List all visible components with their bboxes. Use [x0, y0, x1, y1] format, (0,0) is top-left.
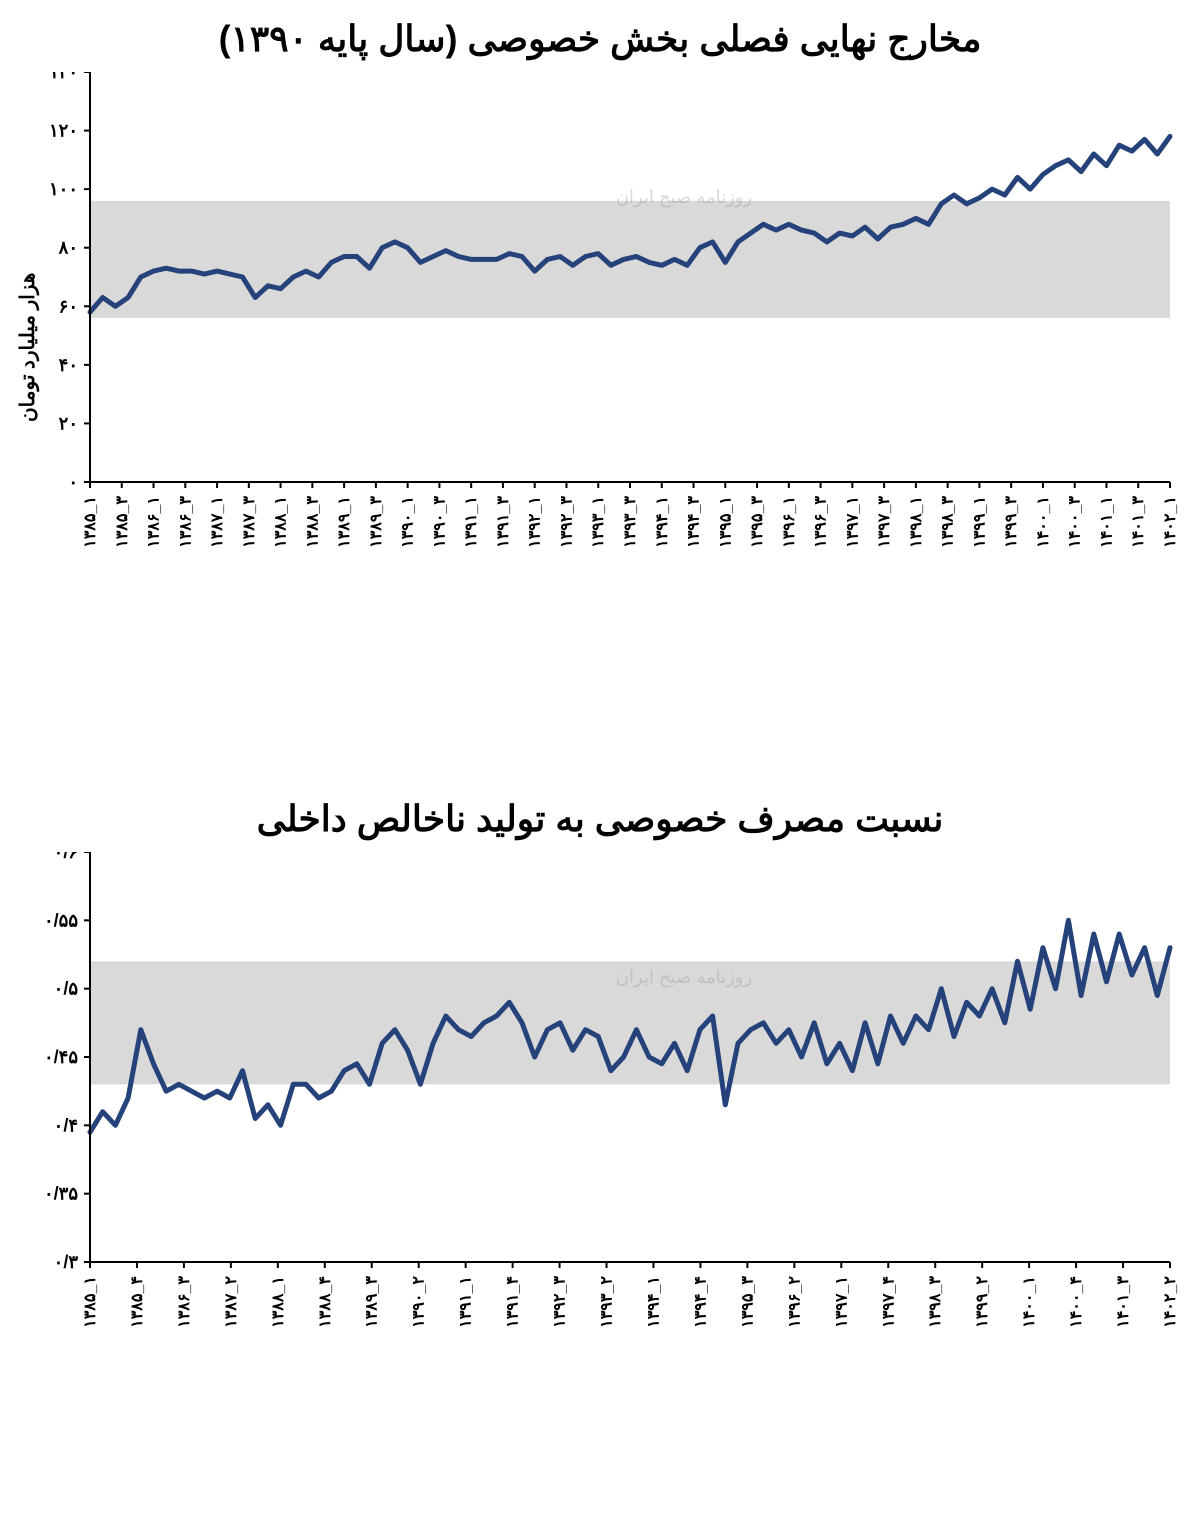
chart1-svg: روزنامه صبح ایران ۰ ۲۰ ۴۰ ۶۰ ۸۰ ۱۰۰ ۱۲۰ ۱۴۰ ۱۳۸۵_…: [0, 72, 1200, 632]
svg-text:۱۳۹۶_۳: ۱۳۹۶_۳: [813, 496, 830, 548]
chart2-plot-wrap: روزنامه صبح ایران ۰/۳ ۰/۳۵ ۰/۴ ۰/۴۵ ۰/۵ ۰/۵۵ ۰/…: [0, 852, 1200, 1412]
svg-text:۱۰۰: ۱۰۰: [49, 179, 78, 199]
svg-text:۱۳۹۸_۳: ۱۳۹۸_۳: [927, 1276, 944, 1328]
chart1-ylabel: هزار میلیارد تومان: [15, 273, 40, 422]
svg-text:۱۴۰۲_۱: ۱۴۰۲_۱: [1162, 496, 1179, 548]
svg-text:۰/۴۵: ۰/۴۵: [44, 1047, 78, 1067]
svg-text:۱۳۸۹_۳: ۱۳۸۹_۳: [364, 1276, 381, 1328]
svg-text:۱۳۸۸_۴: ۱۳۸۸_۴: [317, 1276, 334, 1328]
svg-text:۲۰: ۲۰: [59, 413, 78, 433]
svg-text:۱۳۸۷_۲: ۱۳۸۷_۲: [223, 1276, 240, 1328]
svg-text:۱۳۹۱_۱: ۱۳۹۱_۱: [463, 496, 480, 548]
svg-text:۱۳۹۸_۱: ۱۳۹۸_۱: [908, 496, 925, 548]
chart1-title: مخارج نهایی فصلی بخش خصوصی (سال پایه ۱۳۹…: [0, 18, 1200, 60]
svg-text:۱۳۸۶_۳: ۱۳۸۶_۳: [176, 1276, 193, 1328]
chart2-title: نسبت مصرف خصوصی به تولید ناخالص داخلی: [0, 798, 1200, 840]
svg-text:۱۳۹۰_۱: ۱۳۹۰_۱: [400, 496, 417, 548]
svg-text:۱۴۰۰_۴: ۱۴۰۰_۴: [1068, 1276, 1085, 1328]
svg-text:۱۴۰۰_۱: ۱۴۰۰_۱: [1021, 1276, 1038, 1328]
chart2-panel: نسبت مصرف خصوصی به تولید ناخالص داخلی رو…: [0, 790, 1200, 1412]
svg-text:۱۳۹۷_۱: ۱۳۹۷_۱: [833, 1276, 850, 1328]
svg-text:۱۴۰۰_۳: ۱۴۰۰_۳: [1067, 496, 1084, 548]
svg-text:۱۳۹۷_۴: ۱۳۹۷_۴: [880, 1276, 897, 1328]
svg-text:۱۳۹۲_۳: ۱۳۹۲_۳: [552, 1276, 569, 1328]
svg-text:۱۳۸۹_۱: ۱۳۸۹_۱: [336, 496, 353, 548]
svg-text:روزنامه صبح ایران: روزنامه صبح ایران: [616, 187, 752, 208]
svg-text:۰/۳: ۰/۳: [54, 1252, 79, 1272]
svg-text:۱۳۹۳_۳: ۱۳۹۳_۳: [622, 496, 639, 548]
svg-text:۱۳۹۱_۱: ۱۳۹۱_۱: [458, 1276, 475, 1328]
svg-text:۰/۶: ۰/۶: [54, 852, 78, 862]
svg-text:۱۳۹۹_۳: ۱۳۹۹_۳: [1003, 496, 1020, 548]
svg-text:۱۳۸۶_۳: ۱۳۸۶_۳: [177, 496, 194, 548]
svg-text:۰/۳۵: ۰/۳۵: [44, 1184, 78, 1204]
svg-text:۱۳۸۸_۱: ۱۳۸۸_۱: [273, 496, 290, 548]
svg-text:۱۳۹۰_۲: ۱۳۹۰_۲: [411, 1276, 428, 1328]
svg-text:۱۴۰۱_۳: ۱۴۰۱_۳: [1115, 1276, 1132, 1328]
svg-text:۱۳۸۷_۳: ۱۳۸۷_۳: [241, 496, 258, 548]
svg-text:۱۳۹۴_۱: ۱۳۹۴_۱: [645, 1276, 662, 1328]
svg-text:۱۳۹۷_۳: ۱۳۹۷_۳: [876, 496, 893, 548]
svg-text:۱۳۹۱_۳: ۱۳۹۱_۳: [495, 496, 512, 548]
chart1-plot-wrap: هزار میلیارد تومان روزنامه صبح ایران ۰ ۲۰ ۴…: [0, 72, 1200, 632]
svg-text:۱۳۸۸_۳: ۱۳۸۸_۳: [304, 496, 321, 548]
svg-text:۸۰: ۸۰: [58, 238, 78, 258]
svg-text:۱۲۰: ۱۲۰: [49, 121, 78, 141]
svg-text:۴۰: ۴۰: [59, 355, 78, 375]
svg-text:۱۳۹۶_۱: ۱۳۹۶_۱: [781, 496, 798, 548]
svg-text:۱۳۸۸_۱: ۱۳۸۸_۱: [270, 1276, 287, 1328]
page: مخارج نهایی فصلی بخش خصوصی (سال پایه ۱۳۹…: [0, 0, 1200, 1531]
svg-text:۱۳۹۴_۱: ۱۳۹۴_۱: [654, 496, 671, 548]
svg-text:۱۴۰: ۱۴۰: [49, 72, 78, 82]
svg-text:روزنامه صبح ایران: روزنامه صبح ایران: [616, 967, 752, 988]
chart1-panel: مخارج نهایی فصلی بخش خصوصی (سال پایه ۱۳۹…: [0, 10, 1200, 632]
svg-text:۱۳۹۳_۱: ۱۳۹۳_۱: [590, 496, 607, 548]
svg-text:۱۴۰۱_۳: ۱۴۰۱_۳: [1130, 496, 1147, 548]
svg-text:۱۳۸۵_۱: ۱۳۸۵_۱: [82, 496, 99, 548]
svg-text:۱۴۰۰_۱: ۱۴۰۰_۱: [1035, 496, 1052, 548]
svg-text:۱۳۸۹_۳: ۱۳۸۹_۳: [368, 496, 385, 548]
svg-text:۱۳۸۵_۱: ۱۳۸۵_۱: [82, 1276, 99, 1328]
svg-text:۶۰: ۶۰: [59, 296, 78, 316]
chart2-svg: روزنامه صبح ایران ۰/۳ ۰/۳۵ ۰/۴ ۰/۴۵ ۰/۵ ۰/۵۵ ۰/…: [0, 852, 1200, 1412]
svg-text:۱۳۹۶_۲: ۱۳۹۶_۲: [786, 1276, 803, 1328]
svg-text:۱۳۹۰_۳: ۱۳۹۰_۳: [431, 496, 448, 548]
svg-text:۱۳۹۵_۳: ۱۳۹۵_۳: [739, 1276, 756, 1328]
svg-text:۱۳۹۵_۱: ۱۳۹۵_۱: [717, 496, 734, 548]
svg-text:۱۳۹۱_۴: ۱۳۹۱_۴: [505, 1276, 522, 1328]
svg-text:۰/۵: ۰/۵: [54, 979, 79, 999]
svg-text:۰/۴: ۰/۴: [54, 1115, 78, 1135]
svg-text:۱۳۹۴_۴: ۱۳۹۴_۴: [692, 1276, 709, 1328]
svg-text:۱۳۹۹_۲: ۱۳۹۹_۲: [974, 1276, 991, 1328]
svg-text:۱۳۸۶_۱: ۱۳۸۶_۱: [146, 496, 163, 548]
svg-text:۱۳۹۲_۱: ۱۳۹۲_۱: [527, 496, 544, 548]
svg-text:۱۴۰۲_۲: ۱۴۰۲_۲: [1162, 1276, 1179, 1328]
svg-text:۱۳۸۷_۱: ۱۳۸۷_۱: [209, 496, 226, 548]
svg-text:۱۴۰۱_۱: ۱۴۰۱_۱: [1098, 496, 1115, 548]
svg-text:۰/۵۵: ۰/۵۵: [44, 910, 78, 930]
svg-text:۱۳۸۵_۴: ۱۳۸۵_۴: [129, 1276, 146, 1328]
svg-text:۰: ۰: [68, 472, 78, 492]
svg-text:۱۳۸۵_۳: ۱۳۸۵_۳: [114, 496, 131, 548]
svg-text:۱۳۹۸_۳: ۱۳۹۸_۳: [940, 496, 957, 548]
svg-text:۱۳۹۲_۳: ۱۳۹۲_۳: [558, 496, 575, 548]
svg-text:۱۳۹۷_۱: ۱۳۹۷_۱: [844, 496, 861, 548]
svg-text:۱۳۹۵_۳: ۱۳۹۵_۳: [749, 496, 766, 548]
svg-text:۱۳۹۹_۱: ۱۳۹۹_۱: [971, 496, 988, 548]
svg-text:۱۳۹۳_۲: ۱۳۹۳_۲: [599, 1276, 616, 1328]
svg-text:۱۳۹۴_۳: ۱۳۹۴_۳: [686, 496, 703, 548]
